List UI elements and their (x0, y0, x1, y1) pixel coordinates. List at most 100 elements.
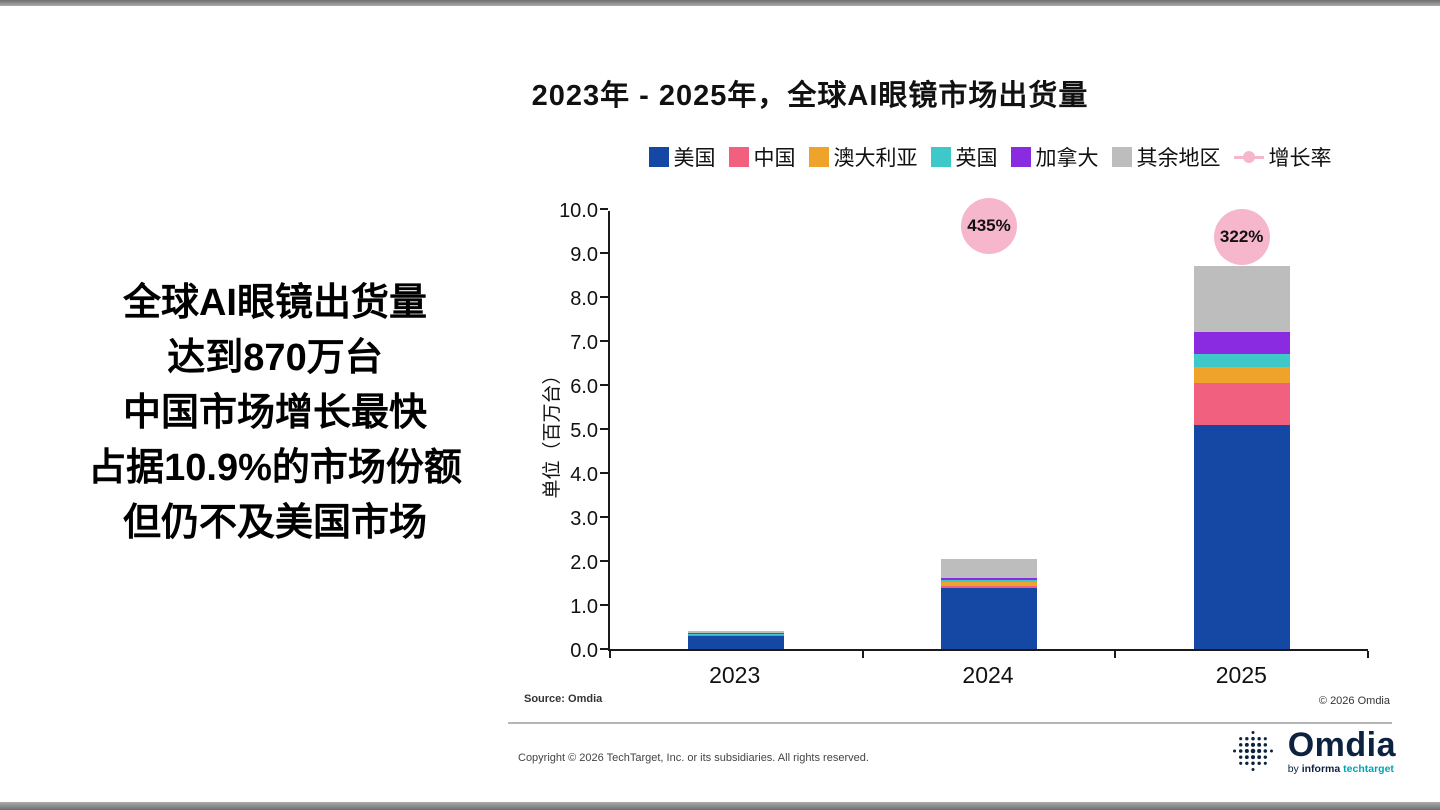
legend-label: 美国 (673, 147, 716, 170)
y-tick-label: 5.0 (570, 420, 598, 442)
bar-segment-中国 (1193, 382, 1290, 425)
legend-item: 中国 (728, 142, 796, 172)
x-tick-mark (1114, 651, 1117, 658)
takeaway-line: 中国市场增长最快 (122, 392, 427, 434)
footer-divider (508, 722, 1392, 724)
y-tick-mark (600, 208, 608, 210)
x-axis-label: 2023 (709, 662, 761, 688)
y-tick-label: 6.0 (570, 376, 598, 398)
x-axis-label: 2025 (1215, 662, 1267, 688)
growth-bubble-2025: 322% (1213, 209, 1270, 265)
bar-segment-加拿大 (688, 633, 785, 635)
stacked-bar-2024 (941, 558, 1037, 649)
y-tick-label: 7.0 (570, 332, 598, 354)
takeaway-line: 占据10.9%的市场份额 (88, 447, 462, 489)
y-tick-mark (600, 428, 608, 430)
legend-item: 澳大利亚 (808, 142, 918, 172)
y-tick-label: 1.0 (570, 596, 598, 618)
omdia-globe-icon (1232, 731, 1273, 771)
legend-item: 英国 (930, 142, 998, 172)
y-tick-label: 4.0 (570, 464, 598, 486)
bar-segment-中国 (688, 635, 785, 637)
stacked-bar-2023 (688, 631, 785, 649)
legend-item-growth: 增长率 (1233, 142, 1332, 172)
legend-swatch-icon (1010, 147, 1031, 167)
legend-label: 中国 (753, 147, 796, 170)
legend-label: 加拿大 (1035, 147, 1099, 170)
legend-label: 澳大利亚 (833, 147, 918, 170)
y-tick-mark (600, 472, 608, 474)
bar-slot-2023 (610, 211, 863, 649)
y-tick-label: 10.0 (559, 200, 598, 222)
bar-segment-澳大利亚 (688, 634, 785, 636)
y-tick-mark (600, 516, 608, 518)
bottom-edge-strip (0, 802, 1440, 810)
byline-by: by (1287, 762, 1299, 775)
omdia-logo-wordmark: Omdia (1287, 725, 1396, 764)
growth-rate-marker-icon (1233, 147, 1264, 167)
growth-bubble-2024: 435% (961, 198, 1017, 254)
footer-copyright: Copyright © 2026 TechTarget, Inc. or its… (518, 752, 869, 764)
y-tick-mark (600, 252, 608, 254)
omdia-logo-byline: by informa techtarget (1288, 763, 1396, 775)
bar-slot-2025: 322% (1115, 209, 1368, 649)
bar-segment-其余地区 (1193, 266, 1290, 333)
takeaway-line: 全球AI眼镜出货量 (122, 282, 427, 324)
bar-segment-美国 (941, 588, 1037, 649)
legend-item: 其余地区 (1111, 142, 1221, 172)
key-takeaway-text: 全球AI眼镜出货量 达到870万台 中国市场增长最快 占据10.9%的市场份额 … (50, 276, 500, 551)
bar-segment-加拿大 (1193, 332, 1290, 355)
bar-segment-美国 (1193, 424, 1290, 649)
byline-techtarget: techtarget (1343, 762, 1394, 775)
bar-segment-中国 (941, 586, 1037, 589)
byline-informa: informa (1301, 762, 1341, 775)
legend-label: 其余地区 (1136, 147, 1221, 170)
chart-legend: 美国 中国 澳大利亚 英国 加拿大 其余地区 增长率 (560, 143, 1420, 171)
bar-segment-其余地区 (941, 558, 1037, 578)
chart-copyright: © 2026 Omdia (1318, 695, 1390, 707)
y-tick-label: 2.0 (570, 552, 598, 574)
y-tick-mark (600, 648, 608, 650)
y-tick-label: 9.0 (570, 244, 598, 266)
x-axis-labels: 2023 2024 2025 (608, 662, 1368, 689)
bar-segment-英国 (1193, 354, 1290, 368)
omdia-logo-text-block: Omdia by informa techtarget (1288, 728, 1396, 775)
source-note: Source: Omdia (524, 693, 603, 705)
y-tick-label: 8.0 (570, 288, 598, 310)
bar-segment-澳大利亚 (1193, 367, 1290, 383)
omdia-logo: Omdia by informa techtarget (1228, 726, 1396, 776)
legend-swatch-icon (808, 147, 829, 167)
x-tick-mark (609, 651, 611, 658)
bar-segment-加拿大 (941, 577, 1037, 580)
bar-segment-其余地区 (688, 631, 785, 634)
legend-swatch-icon (728, 147, 749, 167)
y-tick-mark (600, 560, 608, 562)
legend-item: 美国 (648, 142, 716, 172)
y-tick-mark (600, 384, 608, 386)
bar-segment-英国 (941, 579, 1037, 582)
takeaway-line: 达到870万台 (167, 337, 383, 379)
x-axis-label: 2024 (962, 662, 1014, 688)
legend-swatch-icon (648, 147, 669, 167)
y-tick-mark (600, 340, 608, 342)
bar-segment-澳大利亚 (941, 581, 1037, 587)
chart-title: 2023年 - 2025年，全球AI眼镜市场出货量 (531, 80, 1089, 112)
bar-slot-2024: 435% (863, 198, 1116, 649)
y-tick-mark (600, 604, 608, 606)
legend-label: 英国 (955, 147, 998, 170)
plot-area: 435% 322% (600, 198, 1369, 658)
legend-swatch-icon (1111, 147, 1132, 167)
bar-segment-美国 (688, 636, 785, 649)
stacked-bar-2025 (1193, 266, 1290, 649)
y-tick-mark (600, 296, 608, 298)
top-edge-strip (0, 0, 1440, 6)
takeaway-line: 但仍不及美国市场 (122, 502, 427, 544)
x-tick-mark (861, 651, 864, 658)
legend-swatch-icon (930, 147, 951, 167)
y-axis-labels: 0.0 1.0 2.0 3.0 4.0 5.0 6.0 7.0 8.0 9.0 10.0 (548, 200, 598, 662)
x-tick-mark (1367, 651, 1369, 658)
legend-item: 加拿大 (1010, 142, 1099, 172)
legend-label: 增长率 (1268, 147, 1332, 170)
y-tick-label: 3.0 (570, 508, 598, 530)
